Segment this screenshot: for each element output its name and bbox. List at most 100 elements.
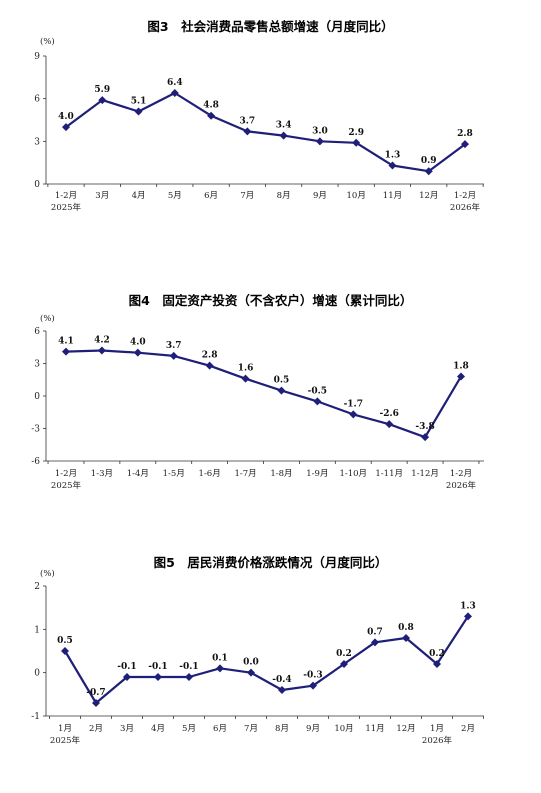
data-point (424, 167, 433, 176)
data-label: 3.7 (166, 341, 182, 351)
x-tick-label: 1-5月 (163, 469, 185, 479)
x-tick-label: 5月 (168, 191, 182, 201)
x-tick-label: 11月 (383, 191, 402, 201)
x-tick-label: 1-12月 (411, 469, 439, 479)
x-tick-label: 1-11月 (375, 469, 403, 479)
data-point (62, 123, 70, 132)
data-label: 1.6 (238, 364, 254, 374)
data-label: -0.1 (117, 662, 136, 672)
data-point (205, 361, 214, 370)
y-tick-label: 9 (34, 52, 40, 62)
year-label: 2025年 (51, 480, 82, 491)
data-label: 5.9 (94, 85, 110, 95)
data-label: -0.1 (148, 662, 167, 672)
data-label: 3.7 (240, 116, 256, 126)
data-point (277, 386, 286, 395)
x-tick-label: 9月 (306, 724, 320, 734)
data-label: 0.0 (243, 658, 259, 668)
y-tick-label: 0 (34, 180, 40, 190)
x-tick-label: 1-2月 (450, 469, 472, 479)
data-point (461, 140, 469, 149)
data-label: 0.7 (367, 627, 383, 637)
x-tick-label: 12月 (396, 724, 415, 734)
data-label: -3.8 (415, 422, 434, 432)
y-tick-label: 6 (34, 95, 40, 105)
unit-label: (%) (40, 568, 55, 579)
x-tick-label: 1-7月 (234, 469, 256, 479)
x-tick-label: 3月 (120, 724, 134, 734)
y-tick-label: 0 (34, 669, 40, 679)
series-line (65, 349, 462, 439)
chart-title: 图4 固定资产投资（不含农户）增速（累计同比） (128, 293, 413, 308)
data-label: 2.8 (457, 129, 473, 139)
data-point (349, 410, 358, 419)
unit-label: (%) (40, 36, 55, 47)
data-label: -0.7 (86, 688, 105, 698)
data-label: 0.1 (212, 653, 228, 663)
data-point (61, 647, 69, 655)
x-tick-label: 4月 (151, 724, 165, 734)
data-label: -0.4 (272, 675, 291, 685)
data-label: 4.0 (130, 338, 146, 348)
x-tick-label: 2月 (89, 724, 103, 734)
chart-title: 图3 社会消费品零售总额增速（月度同比） (147, 19, 394, 34)
x-tick-label: 8月 (275, 724, 289, 734)
data-point (241, 374, 250, 383)
x-tick-label: 2月 (461, 724, 475, 734)
data-point (313, 397, 322, 406)
data-point (134, 107, 143, 116)
data-label: 0.5 (57, 636, 73, 646)
data-label: 2.9 (348, 128, 364, 138)
x-tick-label: 1-9月 (306, 469, 328, 479)
y-tick-label: 6 (34, 327, 40, 337)
x-tick-label: 6月 (213, 724, 227, 734)
data-point (457, 372, 465, 381)
data-point (278, 686, 286, 694)
y-tick-label: -3 (31, 425, 40, 435)
x-tick-label: 3月 (95, 191, 109, 201)
data-label: -0.3 (303, 671, 322, 681)
data-point (352, 138, 361, 147)
data-label: 3.0 (312, 126, 328, 136)
data-point (247, 668, 255, 677)
unit-label: (%) (40, 313, 55, 324)
data-point (216, 664, 224, 673)
x-tick-label: 6月 (204, 191, 218, 201)
year-label: 2026年 (422, 735, 453, 746)
x-tick-label: 8月 (277, 191, 291, 201)
data-point (309, 681, 317, 690)
data-label: 0.2 (336, 649, 352, 659)
x-tick-label: 1月 (58, 724, 72, 734)
x-tick-label: 10月 (347, 191, 366, 201)
data-point (207, 111, 216, 120)
y-tick-label: -1 (31, 712, 40, 722)
chart-title: 图5 居民消费价格涨跌情况（月度同比） (153, 555, 388, 570)
data-point (464, 612, 472, 621)
y-tick-label: -6 (31, 457, 40, 467)
data-label: 1.3 (385, 151, 401, 161)
y-tick-label: 2 (34, 582, 40, 592)
x-tick-label: 1-2月 (55, 191, 77, 201)
data-label: 6.4 (167, 78, 183, 88)
data-point (433, 660, 441, 668)
data-point (402, 634, 410, 642)
x-tick-label: 12月 (419, 191, 438, 201)
data-label: 2.8 (202, 351, 218, 361)
data-point (315, 137, 324, 146)
data-label: 3.4 (276, 121, 292, 131)
year-label: 2026年 (446, 480, 477, 491)
data-label: 1.3 (460, 601, 476, 611)
data-point (169, 351, 178, 360)
data-label: 4.1 (58, 337, 74, 347)
data-point (92, 699, 100, 707)
x-tick-label: 5月 (182, 724, 196, 734)
x-tick-label: 1-2月 (454, 191, 476, 201)
data-label: 0.2 (429, 649, 445, 659)
data-label: 0.5 (274, 376, 290, 386)
x-tick-label: 1-10月 (339, 469, 367, 479)
data-point (421, 433, 430, 442)
data-point (185, 673, 193, 681)
